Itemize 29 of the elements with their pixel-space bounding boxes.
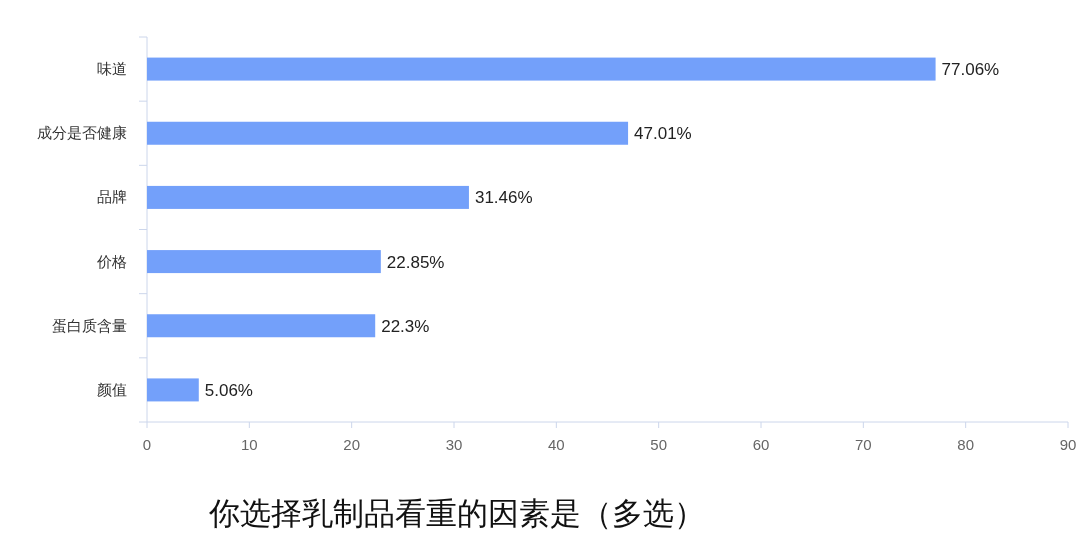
data-label: 31.46% bbox=[474, 188, 533, 208]
bar bbox=[147, 250, 381, 274]
y-tick-label: 价格 bbox=[96, 252, 127, 270]
text: 你选择乳制品看重的因素是（多选） bbox=[208, 495, 705, 531]
x-tick-label: 70 bbox=[854, 436, 872, 453]
data-label: 77.06% bbox=[941, 60, 1000, 80]
x-tick-label: 30 bbox=[445, 436, 463, 453]
bar bbox=[147, 314, 376, 338]
x-tick-label: 0 bbox=[142, 436, 152, 453]
data-label: 22.3% bbox=[381, 316, 430, 336]
x-tick-label: 40 bbox=[547, 436, 565, 453]
x-tick-label: 20 bbox=[343, 436, 361, 453]
bar bbox=[147, 57, 936, 81]
data-label: 22.85% bbox=[386, 252, 445, 272]
y-tick-label: 味道 bbox=[97, 60, 127, 78]
x-tick-label: 50 bbox=[650, 436, 668, 453]
y-tick-label: 成分是否健康 bbox=[37, 124, 127, 142]
data-label: 5.06% bbox=[204, 380, 253, 400]
data-label: 47.01% bbox=[634, 124, 692, 144]
x-tick-label: 10 bbox=[240, 436, 258, 453]
y-tick-label: 蛋白质含量 bbox=[52, 316, 127, 334]
bar bbox=[147, 378, 199, 402]
x-tick-label: 90 bbox=[1059, 436, 1077, 453]
y-tick-label: 品牌 bbox=[97, 188, 127, 206]
bar bbox=[147, 185, 469, 209]
x-tick-label: 60 bbox=[752, 436, 770, 453]
bar bbox=[147, 121, 629, 145]
y-tick-label: 颜值 bbox=[97, 380, 127, 398]
x-tick-label: 80 bbox=[957, 436, 975, 453]
